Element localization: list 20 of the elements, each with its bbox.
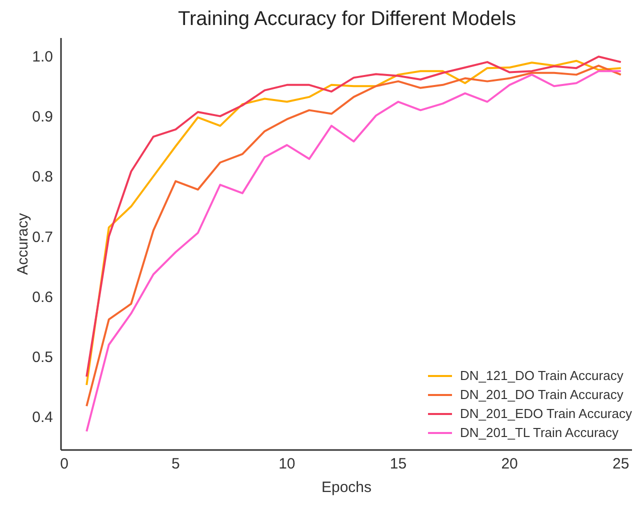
- y-tick-label: 1.0: [32, 48, 53, 66]
- x-tick-label: 5: [171, 456, 180, 473]
- x-tick-label: 15: [390, 456, 407, 473]
- legend-label: DN_201_DO Train Accuracy: [460, 386, 624, 404]
- chart-title: Training Accuracy for Different Models: [177, 8, 517, 32]
- y-tick-label: 0.9: [32, 108, 53, 126]
- y-tick-label: 0.4: [32, 409, 53, 426]
- y-tick-label: 0.5: [32, 349, 53, 366]
- y-tick-label: 0.8: [32, 168, 53, 186]
- x-axis-title: Epochs: [321, 479, 372, 496]
- y-tick-label: 0.7: [32, 228, 53, 246]
- x-tick-label: 10: [278, 456, 296, 473]
- x-tick-label: 0: [60, 456, 69, 473]
- legend-label: DN_121_DO Train Accuracy: [460, 367, 624, 385]
- y-tick-label: 0.6: [32, 288, 53, 306]
- y-axis-title: Accuracy: [14, 212, 32, 275]
- legend-label: DN_201_TL Train Accuracy: [460, 424, 619, 442]
- x-tick-label: 20: [501, 456, 518, 473]
- x-tick-label: 25: [612, 456, 630, 473]
- legend-label: DN_201_EDO Train Accuracy: [460, 405, 632, 423]
